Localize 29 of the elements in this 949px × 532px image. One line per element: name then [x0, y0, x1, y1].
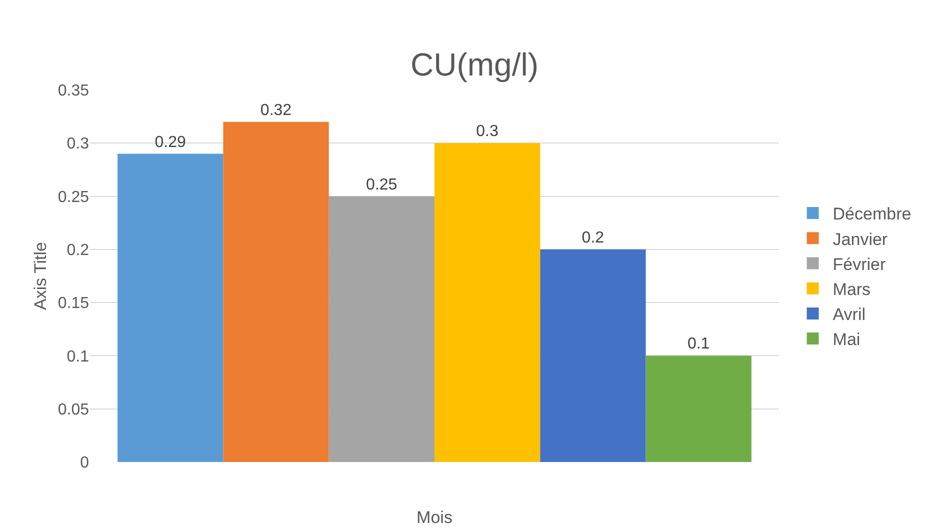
legend-label: Janvier	[832, 230, 888, 249]
chart-title: CU(mg/l)	[410, 46, 538, 83]
y-tick-label: 0.25	[58, 188, 90, 206]
y-tick-label: 0	[80, 454, 90, 472]
data-label: 0.3	[476, 123, 498, 140]
y-tick-label: 0.15	[58, 295, 90, 312]
y-tick-label: 0.05	[58, 401, 90, 418]
legend-label: Mai	[832, 330, 860, 350]
bar	[223, 122, 329, 462]
bar	[646, 356, 752, 462]
y-tick-label: 0.3	[66, 136, 90, 153]
bar	[328, 196, 434, 462]
data-label: 0.29	[154, 134, 186, 151]
legend-label: Avril	[832, 305, 866, 324]
bar	[434, 143, 540, 462]
legend-label: Décembre	[832, 204, 912, 224]
y-axis-title: Axis Title	[31, 242, 50, 310]
y-tick-label: 0.2	[66, 242, 90, 260]
legend-label: Mars	[832, 280, 871, 299]
bar	[118, 154, 224, 462]
data-label: 0.2	[582, 229, 604, 246]
x-axis-title: Mois	[416, 508, 452, 527]
legend-label: Février	[832, 254, 886, 274]
y-tick-label: 0.1	[66, 348, 90, 366]
data-label: 0.32	[260, 102, 292, 119]
bar	[540, 249, 646, 462]
data-label: 0.25	[366, 176, 398, 194]
data-label: 0.1	[687, 336, 710, 353]
y-tick-label: 0.35	[58, 82, 90, 100]
